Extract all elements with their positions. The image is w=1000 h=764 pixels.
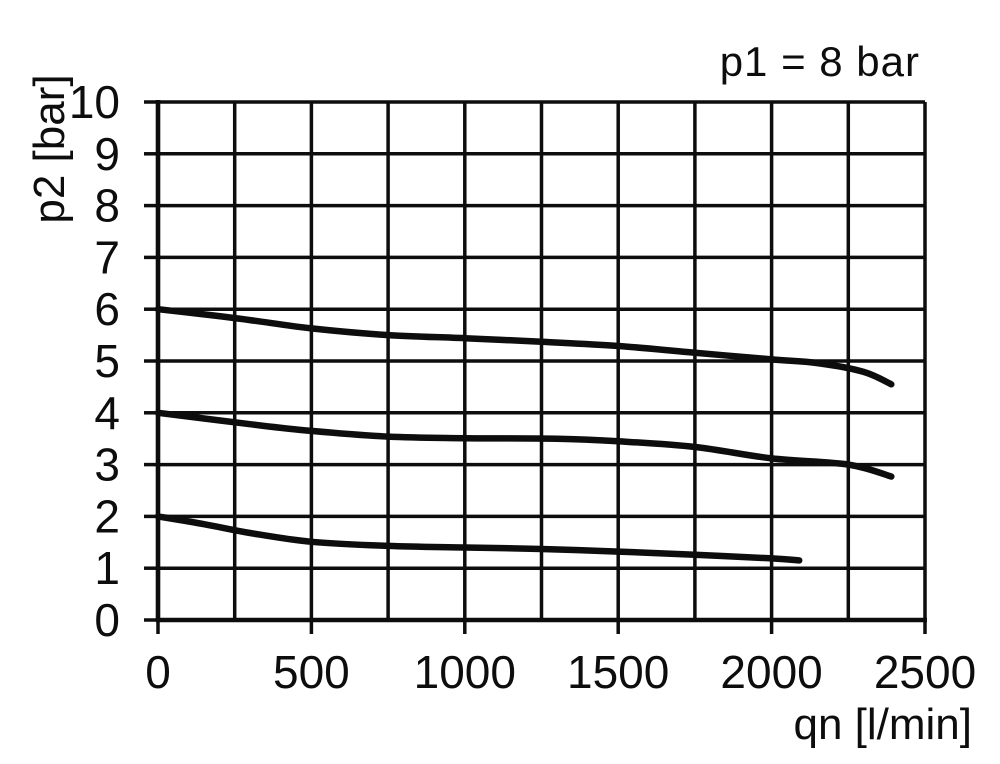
curve-start-4-bar [154, 409, 895, 480]
y-tick-label: 6 [94, 283, 120, 335]
y-tick-label: 4 [94, 387, 120, 439]
y-tick-label: 7 [94, 231, 120, 283]
x-tick-label: 1500 [567, 646, 669, 698]
y-tick-label: 0 [94, 594, 120, 646]
x-tick-label: 2500 [874, 646, 976, 698]
x-tick-label: 2000 [720, 646, 822, 698]
y-tick-label: 5 [94, 335, 120, 387]
y-tick-label: 2 [94, 490, 120, 542]
y-tick-label: 10 [69, 76, 120, 128]
y-tick-label: 3 [94, 439, 120, 491]
y-tick-label: 9 [94, 128, 120, 180]
y-tick-label: 1 [94, 542, 120, 594]
x-tick-label: 0 [145, 646, 171, 698]
curve-start-2-bar [154, 513, 803, 564]
chart-title: p1 = 8 bar [719, 38, 920, 85]
x-tick-label: 1000 [414, 646, 516, 698]
x-axis-label: qn [l/min] [793, 700, 972, 749]
x-tick-label: 500 [273, 646, 350, 698]
curve-start-6-bar [154, 305, 895, 388]
y-tick-label: 8 [94, 180, 120, 232]
